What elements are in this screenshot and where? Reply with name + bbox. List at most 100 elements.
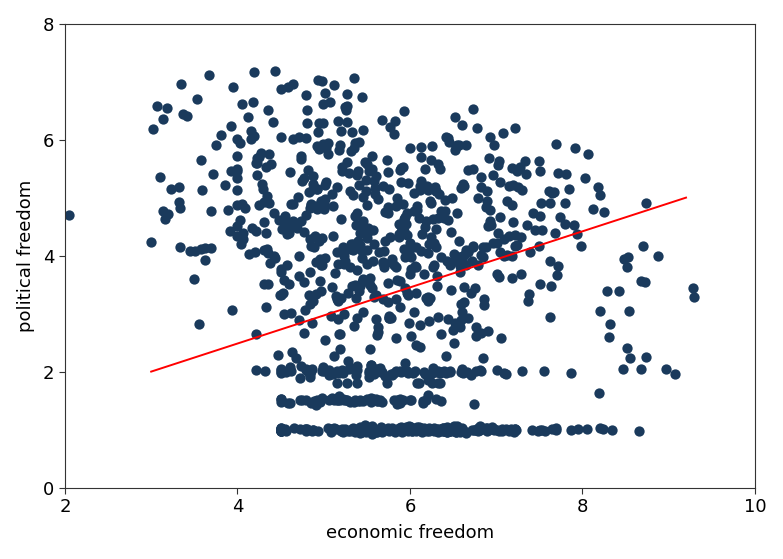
Point [454,428,467,437]
Point [199,244,211,253]
Point [451,424,464,433]
Point [320,177,333,186]
Point [399,253,412,262]
Point [361,260,373,269]
Point [533,156,546,165]
Point [482,326,494,335]
Point [423,424,435,433]
Point [441,428,453,437]
Point [303,188,316,197]
Point [269,253,281,262]
Point [153,172,166,181]
Point [373,363,386,372]
Point [351,366,363,375]
Point [506,252,518,260]
Point [431,379,444,388]
Point [503,232,515,241]
Point [287,216,300,225]
Point [413,379,425,388]
Point [372,396,384,405]
Point [484,217,496,226]
Point [341,118,354,127]
Point [294,396,306,405]
Point [382,278,395,287]
Point [377,181,389,190]
Point [331,315,344,324]
Point [316,260,329,269]
Point [331,248,344,257]
Point [274,425,287,434]
Point [401,426,413,435]
Point [300,91,312,100]
Point [493,157,505,165]
Point [364,344,377,353]
Point [365,397,377,406]
Point [424,197,436,206]
Point [342,357,355,366]
Point [450,426,463,435]
Point [410,425,423,434]
Point [425,233,438,242]
Point [413,213,426,222]
Point [436,426,449,435]
Point [234,240,247,249]
Point [388,428,401,437]
Point [310,202,323,211]
Point [339,425,352,434]
Point [277,309,290,318]
Point [274,290,287,299]
Point [405,331,417,340]
Point [188,275,200,284]
Point [334,126,347,135]
Point [345,147,358,156]
Point [424,369,437,378]
Point [415,143,428,152]
Point [327,231,339,240]
Point [481,427,493,435]
Point [231,185,244,194]
Point [410,427,422,436]
Point [621,344,633,353]
Point [150,101,163,110]
Point [334,329,346,338]
Point [417,397,429,406]
Point [534,212,547,221]
Point [348,74,360,83]
Point [328,352,341,361]
Point [300,133,312,142]
Point [431,367,444,376]
Point [415,427,428,435]
Point [174,243,186,252]
Point [259,228,272,237]
Point [429,242,442,251]
Point [239,204,251,213]
Point [250,329,262,338]
Point [397,163,410,172]
Point [237,229,250,238]
Point [435,253,447,262]
Point [536,425,549,434]
Point [482,425,495,434]
Point [318,366,330,375]
Point [371,328,384,337]
Point [421,292,434,301]
Point [322,150,334,159]
Point [307,297,319,306]
Point [444,228,456,237]
Point [431,214,444,223]
Point [428,423,440,432]
Point [481,187,493,196]
Point [303,234,316,243]
Point [533,425,546,434]
Point [640,353,652,362]
Point [441,257,453,266]
Point [406,368,419,377]
Point [396,425,409,434]
Point [617,254,630,263]
Point [359,228,372,236]
Point [365,361,377,369]
Point [421,296,434,305]
Point [424,198,437,207]
Point [251,159,263,168]
Point [506,273,518,282]
